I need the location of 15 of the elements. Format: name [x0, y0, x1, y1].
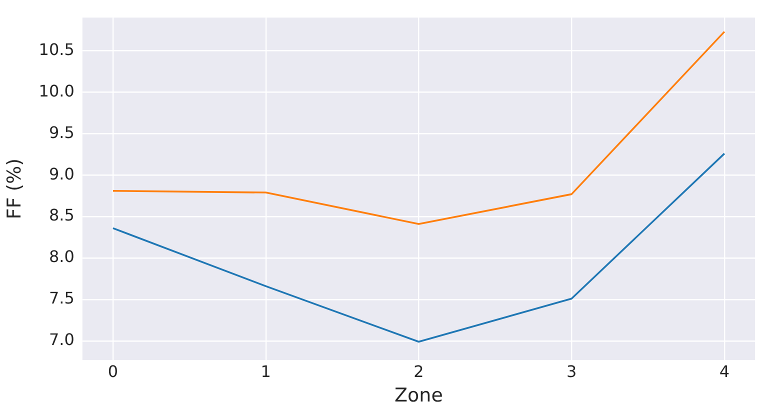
x-tick-label: 2 — [414, 362, 424, 381]
x-tick-label: 1 — [260, 362, 271, 381]
y-tick-label: 9.0 — [48, 164, 74, 184]
y-tick-label: 9.5 — [48, 122, 74, 142]
x-tick-label: 0 — [108, 362, 118, 381]
y-axis-title: FF (%) — [3, 158, 26, 220]
y-tick-label: 7.0 — [48, 330, 74, 350]
y-tick-label: 10.5 — [38, 40, 74, 59]
y-tick-label: 10.0 — [38, 81, 74, 100]
x-axis-title: Zone — [394, 384, 443, 407]
y-tick-label: 8.5 — [48, 206, 74, 225]
y-tick-label: 8.0 — [48, 247, 74, 266]
x-tick-label: 3 — [566, 362, 577, 381]
y-tick-label: 7.5 — [48, 288, 74, 308]
x-tick-label: 4 — [719, 362, 730, 381]
